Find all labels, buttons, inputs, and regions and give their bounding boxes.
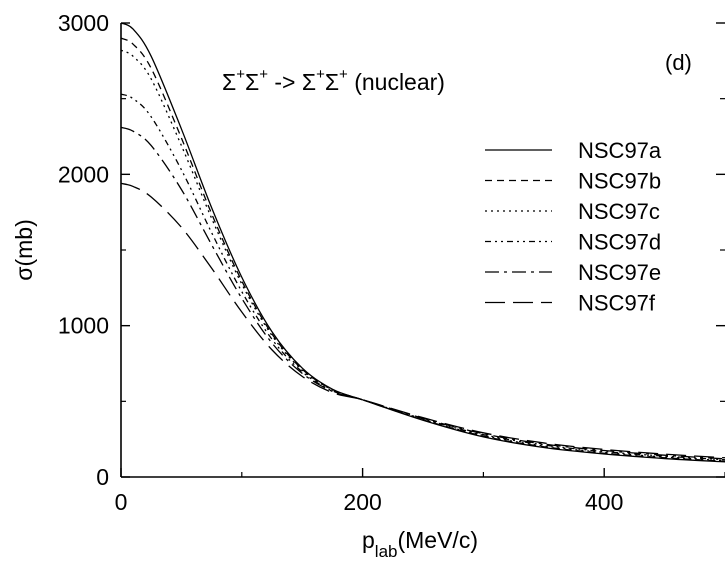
chart-title: Σ+Σ+ -> Σ+Σ+ (nuclear) xyxy=(222,66,445,95)
x-tick-label: 400 xyxy=(585,489,623,515)
series-line-nsc97c xyxy=(120,49,725,462)
series-line-nsc97b xyxy=(120,37,725,462)
x-tick-label: 0 xyxy=(115,489,128,515)
series-line-nsc97e xyxy=(120,126,725,460)
y-tick-label: 0 xyxy=(96,464,109,490)
y-tick-label: 1000 xyxy=(58,313,109,339)
series-curves xyxy=(120,22,725,463)
legend-label-nsc97e: NSC97e xyxy=(578,260,661,285)
axis-ticks xyxy=(120,22,725,478)
x-axis-label: plab(MeV/c) xyxy=(362,527,478,561)
series-line-nsc97f xyxy=(120,182,725,459)
x-tick-label: 200 xyxy=(343,489,381,515)
y-tick-label: 2000 xyxy=(58,161,109,187)
tick-labels: 0 200 400 0 1000 2000 3000 xyxy=(58,10,624,515)
legend: NSC97a NSC97b NSC97c NSC97d NSC97e NSC97f xyxy=(485,138,662,316)
y-axis-label: σ(mb) xyxy=(11,219,37,280)
series-line-nsc97a xyxy=(120,22,725,463)
legend-label-nsc97c: NSC97c xyxy=(578,199,660,224)
panel-label: (d) xyxy=(665,50,692,75)
legend-label-nsc97b: NSC97b xyxy=(578,169,661,194)
series-line-nsc97d xyxy=(120,93,725,461)
legend-label-nsc97a: NSC97a xyxy=(578,138,662,163)
legend-label-nsc97d: NSC97d xyxy=(578,230,661,255)
y-tick-label: 3000 xyxy=(58,10,109,36)
legend-label-nsc97f: NSC97f xyxy=(578,291,656,316)
